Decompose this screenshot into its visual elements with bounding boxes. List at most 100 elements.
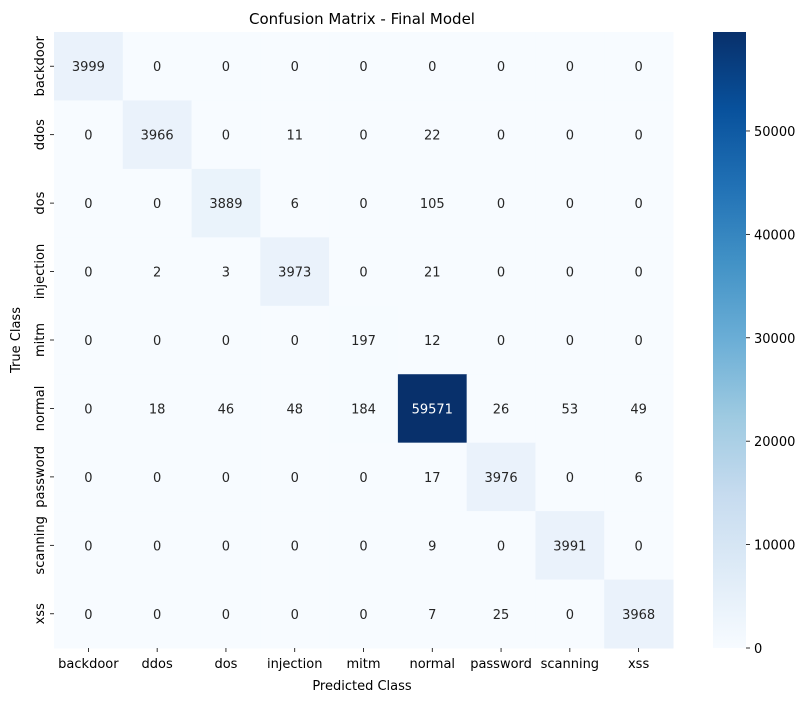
heatmap-cell	[54, 511, 124, 581]
cell-value-label: 0	[153, 608, 161, 623]
heatmap-cell	[191, 100, 261, 170]
heatmap-cell-labels: 3999 0 0 0 0 0 0 0 0 0 3966 0 11 0 22 0 0 0 0 0 3889 6 0 105 0 0 0…	[72, 60, 655, 623]
heatmap-cells	[54, 32, 674, 649]
heatmap-cell	[260, 305, 330, 375]
heatmap-cell	[397, 100, 468, 170]
cell-value-label: 3889	[209, 197, 242, 212]
heatmap-cell	[54, 100, 124, 170]
y-tick-label: mitm	[33, 323, 48, 357]
x-tick-label: mitm	[346, 657, 380, 672]
cell-value-label: 25	[493, 608, 510, 623]
cell-value-label: 0	[291, 334, 299, 349]
colorbar-tick-label: 20000	[754, 435, 795, 450]
cell-value-label: 0	[84, 539, 92, 554]
heatmap-cell	[604, 305, 674, 375]
cell-value-label: 0	[222, 608, 230, 623]
heatmap-cell	[260, 32, 330, 101]
cell-value-label: 0	[566, 266, 574, 281]
cell-value-label: 184	[351, 402, 376, 417]
cell-value-label: 2	[153, 266, 161, 281]
heatmap-cell	[535, 305, 605, 375]
cell-value-label: 0	[566, 197, 574, 212]
heatmap-cell	[466, 305, 536, 375]
y-tick-label: dos	[33, 191, 48, 214]
cell-value-label: 0	[566, 608, 574, 623]
heatmap-cell	[54, 32, 124, 101]
x-tick-label: normal	[409, 657, 455, 672]
cell-value-label: 0	[497, 197, 505, 212]
heatmap-cell	[54, 168, 124, 238]
cell-value-label: 0	[359, 266, 367, 281]
cell-value-label: 0	[634, 266, 642, 281]
cell-value-label: 0	[291, 539, 299, 554]
heatmap-cell	[191, 32, 261, 101]
heatmap-cell	[329, 100, 399, 170]
y-tick-label: ddos	[33, 119, 48, 150]
cell-value-label: 22	[424, 129, 441, 144]
heatmap-cell	[397, 305, 468, 375]
heatmap-cell	[260, 374, 330, 444]
cell-value-label: 0	[291, 60, 299, 75]
heatmap-cell	[466, 168, 536, 238]
heatmap-cell	[535, 511, 605, 581]
cell-value-label: 3973	[278, 266, 311, 281]
cell-value-label: 0	[497, 129, 505, 144]
heatmap-cell	[535, 168, 605, 238]
y-tick-label: scanning	[33, 516, 48, 574]
heatmap-cell	[535, 579, 605, 649]
heatmap-cell	[122, 579, 193, 649]
colorbar-tick-label: 10000	[754, 539, 795, 554]
colorbar-tick-label: 50000	[754, 125, 795, 140]
heatmap-cell	[535, 374, 605, 444]
heatmap-cell	[54, 305, 124, 375]
heatmap-cell	[397, 237, 468, 307]
cell-value-label: 3966	[141, 129, 174, 144]
cell-value-label: 0	[84, 129, 92, 144]
x-tick-label: backdoor	[58, 657, 119, 672]
cell-value-label: 12	[424, 334, 441, 349]
heatmap-cell	[604, 374, 674, 444]
cell-value-label: 46	[218, 402, 235, 417]
heatmap-cell	[604, 100, 674, 170]
x-tick-label: injection	[267, 657, 323, 672]
cell-value-label: 6	[291, 197, 299, 212]
cell-value-label: 0	[84, 471, 92, 486]
cell-value-label: 0	[428, 60, 436, 75]
heatmap-cell	[260, 511, 330, 581]
cell-value-label: 0	[634, 129, 642, 144]
cell-value-label: 0	[222, 334, 230, 349]
cell-value-label: 0	[359, 197, 367, 212]
cell-value-label: 0	[84, 402, 92, 417]
heatmap-cell	[329, 374, 399, 444]
heatmap-cell	[329, 32, 399, 101]
heatmap-cell	[466, 237, 536, 307]
heatmap-cell	[329, 168, 399, 238]
cell-value-label: 18	[149, 402, 166, 417]
heatmap-cell	[260, 442, 330, 512]
cell-value-label: 0	[84, 197, 92, 212]
cell-value-label: 0	[153, 471, 161, 486]
colorbar-tick-label: 40000	[754, 228, 795, 243]
heatmap-cell	[329, 442, 399, 512]
heatmap-cell	[122, 237, 193, 307]
y-tick-label: password	[33, 446, 48, 508]
heatmap-cell	[397, 168, 468, 238]
heatmap-cell	[604, 168, 674, 238]
cell-value-label: 0	[566, 334, 574, 349]
cell-value-label: 105	[420, 197, 445, 212]
heatmap-cell	[191, 442, 261, 512]
heatmap-cell	[54, 237, 124, 307]
x-tick-label: password	[470, 657, 532, 672]
heatmap-cell	[535, 237, 605, 307]
cell-value-label: 0	[566, 129, 574, 144]
cell-value-label: 17	[424, 471, 441, 486]
heatmap-cell	[122, 32, 193, 101]
heatmap-cell	[191, 237, 261, 307]
cell-value-label: 0	[222, 129, 230, 144]
heatmap-cell	[604, 32, 674, 101]
heatmap-cell	[466, 442, 536, 512]
cell-value-label: 11	[286, 129, 303, 144]
heatmap-cell	[260, 237, 330, 307]
heatmap-cell	[604, 579, 674, 649]
heatmap-cell	[54, 442, 124, 512]
